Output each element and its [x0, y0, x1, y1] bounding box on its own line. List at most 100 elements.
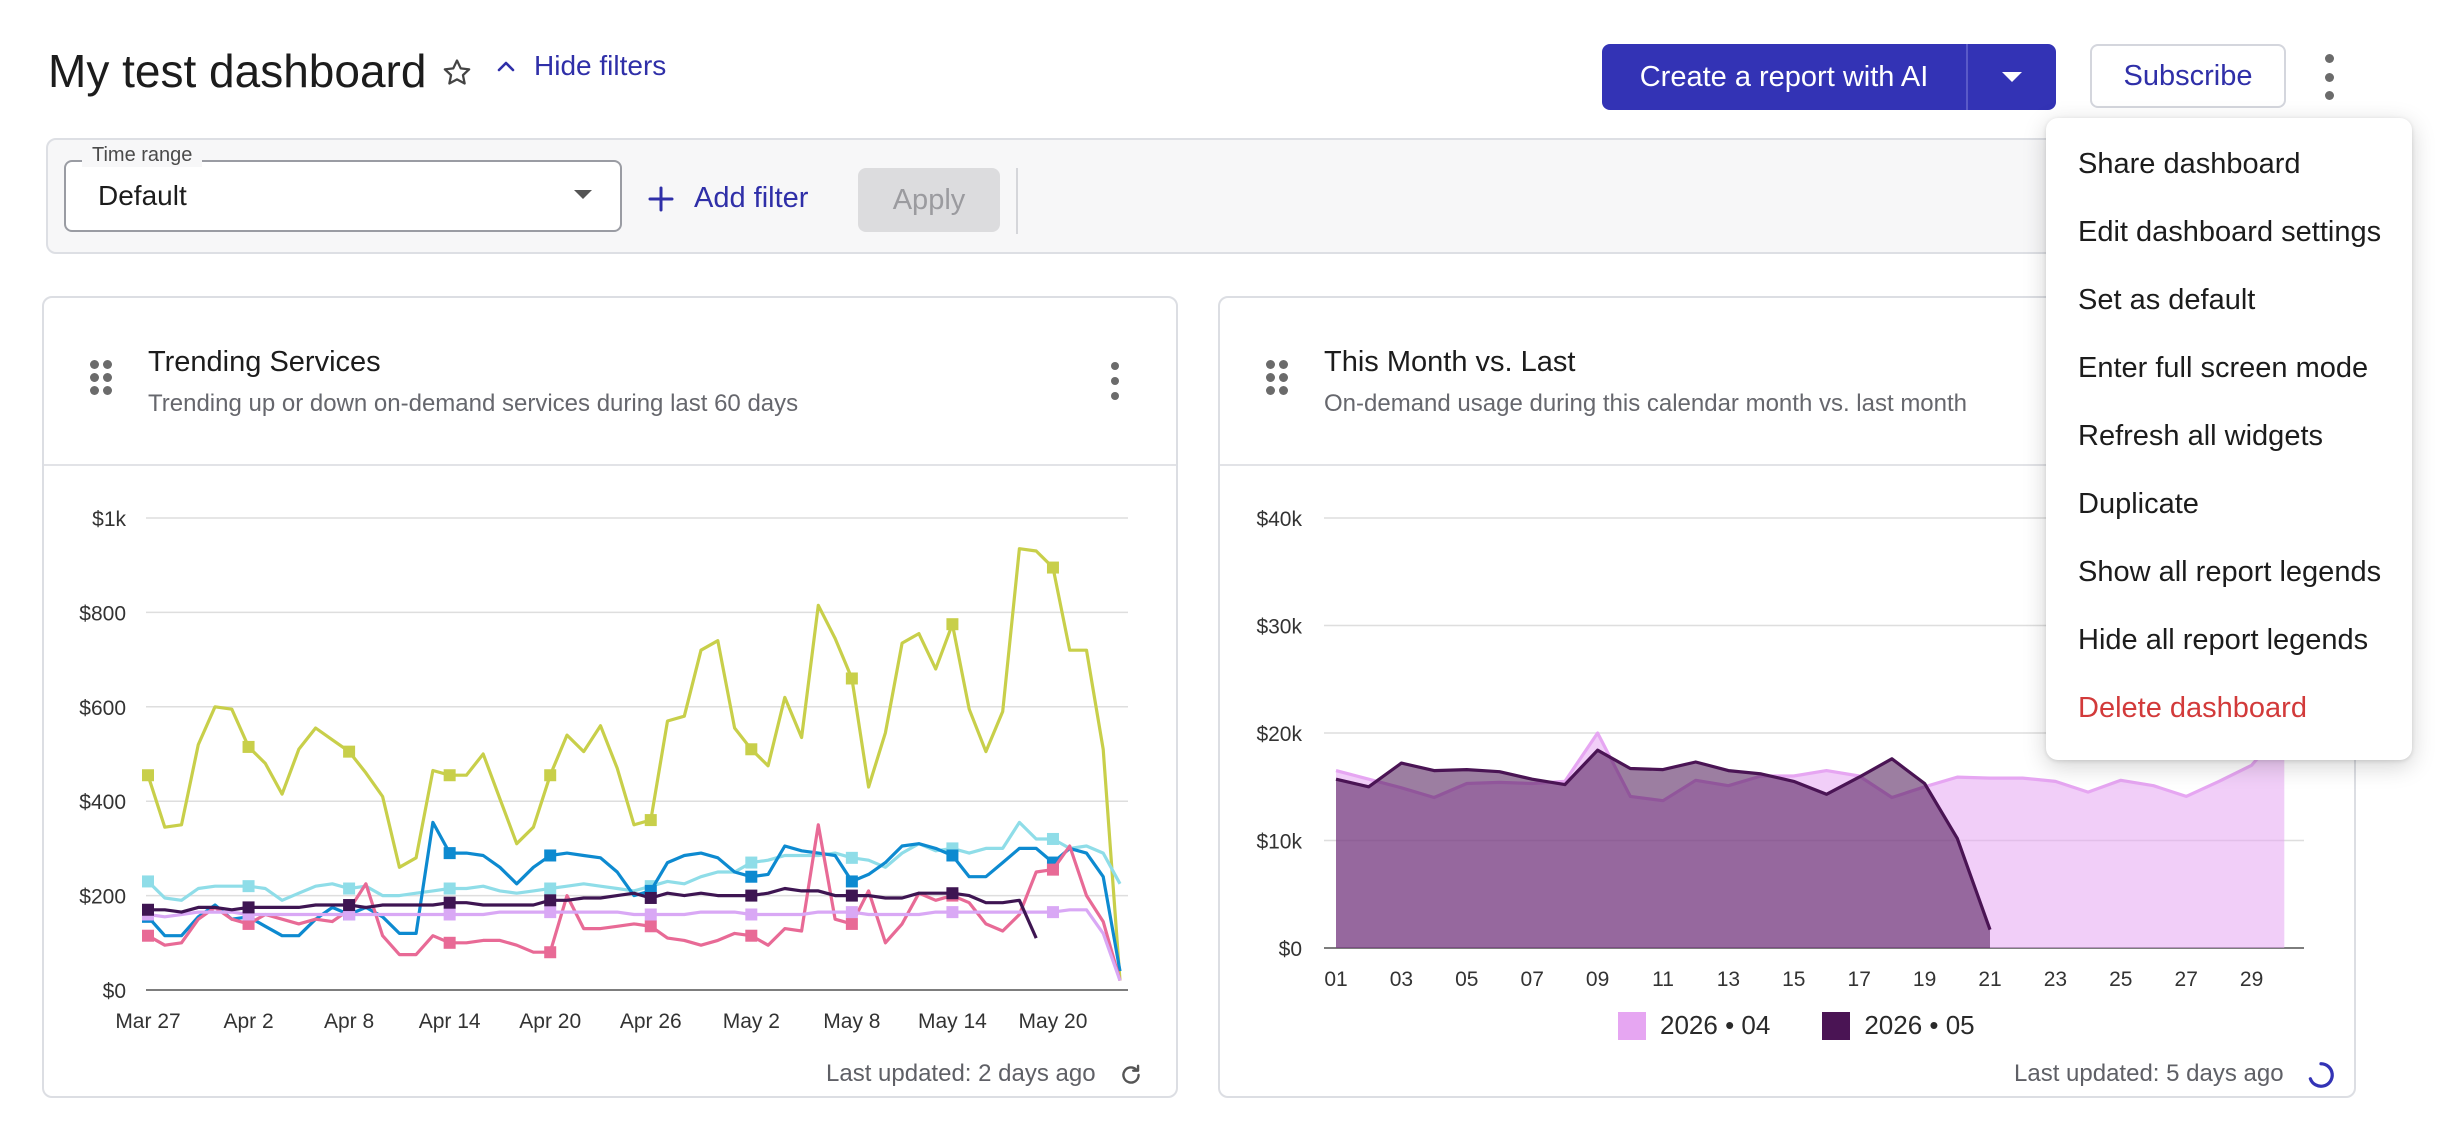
x-tick-label: 07: [1521, 968, 1544, 986]
widget-title: This Month vs. Last: [1324, 346, 1576, 378]
x-tick-label: 03: [1390, 968, 1413, 986]
data-point: [845, 917, 858, 930]
data-point: [142, 875, 154, 888]
data-point: [544, 849, 557, 862]
data-point: [1046, 832, 1059, 845]
series-line: [147, 908, 1122, 982]
more-options-icon[interactable]: [2314, 54, 2344, 100]
divider: [1016, 168, 1018, 234]
data-point: [745, 929, 758, 942]
time-range-select[interactable]: [64, 160, 622, 232]
data-point: [443, 847, 456, 860]
x-tick-label: 09: [1586, 968, 1609, 986]
add-filter-label: Add filter: [694, 182, 809, 214]
y-tick-label: $30k: [1256, 616, 1302, 639]
menu-item-show-all-legends[interactable]: Show all report legends: [2078, 556, 2382, 588]
hide-filters-button[interactable]: Hide filters: [496, 50, 666, 82]
data-point: [745, 889, 758, 902]
x-tick-label: 11: [1652, 968, 1674, 986]
x-tick-label: Apr 8: [324, 1010, 374, 1033]
x-tick-label: May 8: [823, 1010, 880, 1033]
x-tick-label: 27: [2175, 968, 2198, 986]
subscribe-button[interactable]: Subscribe: [2090, 44, 2286, 108]
data-point: [745, 743, 758, 756]
menu-item-hide-all-legends[interactable]: Hide all report legends: [2078, 624, 2369, 656]
x-tick-label: Apr 2: [223, 1010, 273, 1033]
data-point: [142, 903, 154, 916]
x-tick-label: May 2: [723, 1010, 780, 1033]
create-report-with-ai-button[interactable]: Create a report with AI: [1639, 60, 1929, 93]
data-point: [644, 814, 657, 827]
menu-item-enter-full-screen[interactable]: Enter full screen mode: [2078, 352, 2369, 384]
apply-button[interactable]: Apply: [858, 168, 1000, 232]
x-tick-label: 15: [1782, 968, 1805, 986]
menu-item-refresh-all-widgets[interactable]: Refresh all widgets: [2078, 420, 2323, 452]
x-tick-label: 05: [1455, 968, 1478, 986]
y-tick-label: $40k: [1256, 508, 1302, 531]
series-line: [1335, 748, 1992, 931]
data-point: [443, 769, 456, 782]
data-point: [242, 901, 255, 914]
data-point: [845, 875, 858, 888]
menu-item-share-dashboard[interactable]: Share dashboard: [2078, 148, 2301, 180]
favorite-star-icon[interactable]: [440, 56, 474, 90]
legend-swatch: [1618, 1011, 1646, 1040]
drag-handle-icon[interactable]: [1266, 360, 1288, 396]
create-report-options-button[interactable]: [1968, 44, 2056, 110]
loading-spinner-icon: [2308, 1062, 2334, 1088]
data-point: [544, 906, 557, 919]
x-tick-label: 29: [2240, 968, 2263, 986]
y-tick-label: $400: [79, 791, 126, 814]
y-tick-label: $0: [103, 980, 126, 1003]
data-point: [845, 851, 858, 864]
x-tick-label: Apr 26: [620, 1010, 682, 1033]
data-point: [1046, 863, 1059, 876]
x-tick-label: May 20: [1019, 1010, 1088, 1033]
data-point: [845, 889, 858, 902]
divider: [1220, 464, 2354, 466]
last-updated-text: Last updated: 5 days ago: [2014, 1060, 2284, 1087]
data-point: [745, 908, 758, 921]
chevron-up-icon: [497, 61, 515, 72]
legend-swatch: [1822, 1011, 1851, 1040]
caret-down-icon: [574, 190, 592, 199]
widget-title: Trending Services: [148, 346, 381, 378]
data-point: [242, 740, 255, 753]
x-tick-label: 17: [1848, 968, 1871, 986]
data-point: [644, 891, 657, 904]
create-report-button-group: Create a report with AI: [1602, 44, 2056, 110]
data-point: [544, 769, 557, 782]
data-point: [142, 769, 154, 782]
time-range-value: Default: [98, 180, 187, 211]
widget-menu-icon[interactable]: [1108, 362, 1122, 400]
month-comparison-area-chart: $0 $10k $20k $30k $40k 01 03 05 07 09 11 13 15 17 19 21…: [1256, 508, 2304, 986]
data-point: [544, 894, 557, 907]
menu-item-edit-dashboard-settings[interactable]: Edit dashboard settings: [2078, 216, 2382, 248]
data-point: [845, 906, 858, 919]
hide-filters-label: Hide filters: [534, 50, 667, 81]
data-point: [443, 936, 456, 949]
series-line: [146, 547, 1122, 981]
button-divider: [1966, 44, 1968, 110]
x-tick-label: 25: [2109, 968, 2132, 986]
drag-handle-icon[interactable]: [90, 360, 112, 396]
x-tick-label: Mar 27: [115, 1010, 180, 1033]
data-point: [745, 870, 758, 883]
data-point: [343, 908, 356, 921]
widget-subtitle: Trending up or down on-demand services d…: [148, 390, 799, 417]
x-tick-label: 13: [1717, 968, 1740, 986]
menu-item-delete-dashboard[interactable]: Delete dashboard: [2078, 692, 2307, 724]
refresh-icon[interactable]: [1118, 1062, 1144, 1088]
menu-item-duplicate[interactable]: Duplicate: [2078, 488, 2199, 520]
caret-down-icon: [2002, 72, 2022, 82]
x-tick-label: Apr 20: [519, 1010, 581, 1033]
data-point: [242, 917, 255, 930]
page-title: My test dashboard: [48, 45, 427, 97]
menu-item-set-as-default[interactable]: Set as default: [2078, 284, 2256, 316]
data-point: [343, 745, 356, 758]
y-tick-label: $1k: [92, 508, 126, 531]
series-line: [148, 886, 1038, 939]
data-point: [443, 908, 456, 921]
add-filter-button[interactable]: Add filter: [648, 182, 808, 215]
widget-subtitle: On-demand usage during this calendar mon…: [1324, 390, 1968, 417]
